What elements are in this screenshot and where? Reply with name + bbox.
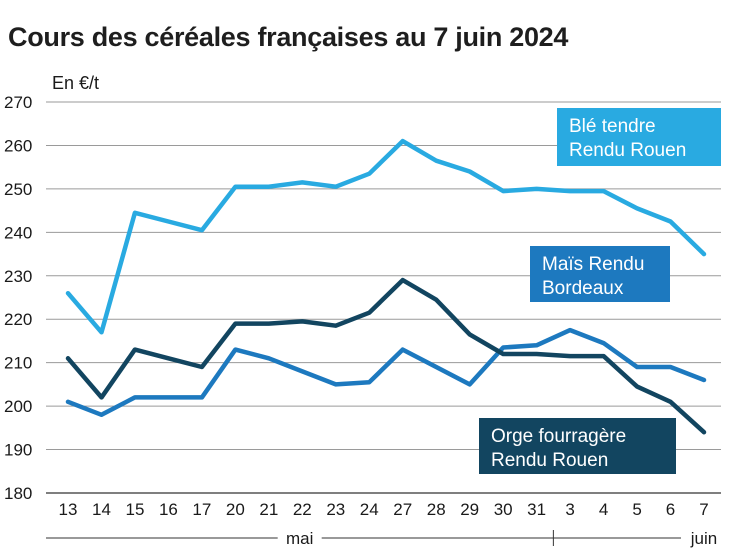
- series-line-1: [65, 327, 707, 418]
- unit-label: En €/t: [52, 73, 99, 93]
- x-tick-label: 6: [666, 500, 675, 519]
- series-label-text: Rendu Rouen: [569, 140, 686, 161]
- x-tick-label: 4: [599, 500, 608, 519]
- x-tick-label: 17: [192, 500, 211, 519]
- y-tick-label: 250: [4, 180, 32, 199]
- series-label-text: Bordeaux: [542, 278, 624, 299]
- series-label-text: Blé tendre: [569, 116, 656, 137]
- x-tick-label: 30: [494, 500, 513, 519]
- x-tick-label: 27: [393, 500, 412, 519]
- x-axis-ticks: 13 14 15 16 17 20 21 22 23 24 27 28 29 30 31 3 4 5 6 7: [59, 500, 709, 519]
- month-label: mai: [286, 529, 313, 548]
- series-line-0: [65, 138, 707, 335]
- month-label-bg: [277, 526, 322, 548]
- month-axis: mai juin: [46, 526, 717, 548]
- x-tick-label: 20: [226, 500, 245, 519]
- x-tick-label: 3: [565, 500, 574, 519]
- y-tick-label: 220: [4, 310, 32, 329]
- x-tick-label: 31: [527, 500, 546, 519]
- x-tick-label: 14: [92, 500, 111, 519]
- chart-title: Cours des céréales françaises au 7 juin …: [8, 22, 569, 52]
- y-tick-label: 210: [4, 354, 32, 373]
- series-label-box-2: [479, 418, 676, 474]
- x-tick-label: 15: [125, 500, 144, 519]
- x-tick-label: 5: [632, 500, 641, 519]
- series-lines: [65, 138, 707, 435]
- y-tick-label: 260: [4, 136, 32, 155]
- series-label-box-1: [530, 246, 670, 302]
- x-tick-label: 21: [259, 500, 278, 519]
- series-label-text: Orge fourragère: [491, 426, 626, 447]
- x-tick-label: 28: [427, 500, 446, 519]
- y-tick-label: 240: [4, 223, 32, 242]
- month-label: juin: [690, 529, 717, 548]
- x-tick-label: 22: [293, 500, 312, 519]
- series-line-2: [65, 277, 707, 435]
- x-tick-label: 16: [159, 500, 178, 519]
- y-tick-label: 270: [4, 93, 32, 112]
- series-label-text: Rendu Rouen: [491, 450, 608, 471]
- series-label-box-0: [557, 108, 721, 166]
- gridlines: [46, 101, 721, 494]
- y-axis-ticks: 180 190 200 210 220 230 240 250 260 270: [4, 93, 32, 503]
- x-tick-label: 13: [59, 500, 78, 519]
- y-tick-label: 190: [4, 441, 32, 460]
- y-tick-label: 230: [4, 267, 32, 286]
- y-tick-label: 200: [4, 397, 32, 416]
- y-tick-label: 180: [4, 484, 32, 503]
- series-labels: Blé tendre Rendu Rouen Maïs Rendu Bordeaux O…: [479, 108, 721, 474]
- series-label-text: Maïs Rendu: [542, 254, 644, 275]
- x-tick-label: 7: [699, 500, 708, 519]
- x-tick-label: 23: [326, 500, 345, 519]
- x-tick-label: 29: [460, 500, 479, 519]
- x-tick-label: 24: [360, 500, 379, 519]
